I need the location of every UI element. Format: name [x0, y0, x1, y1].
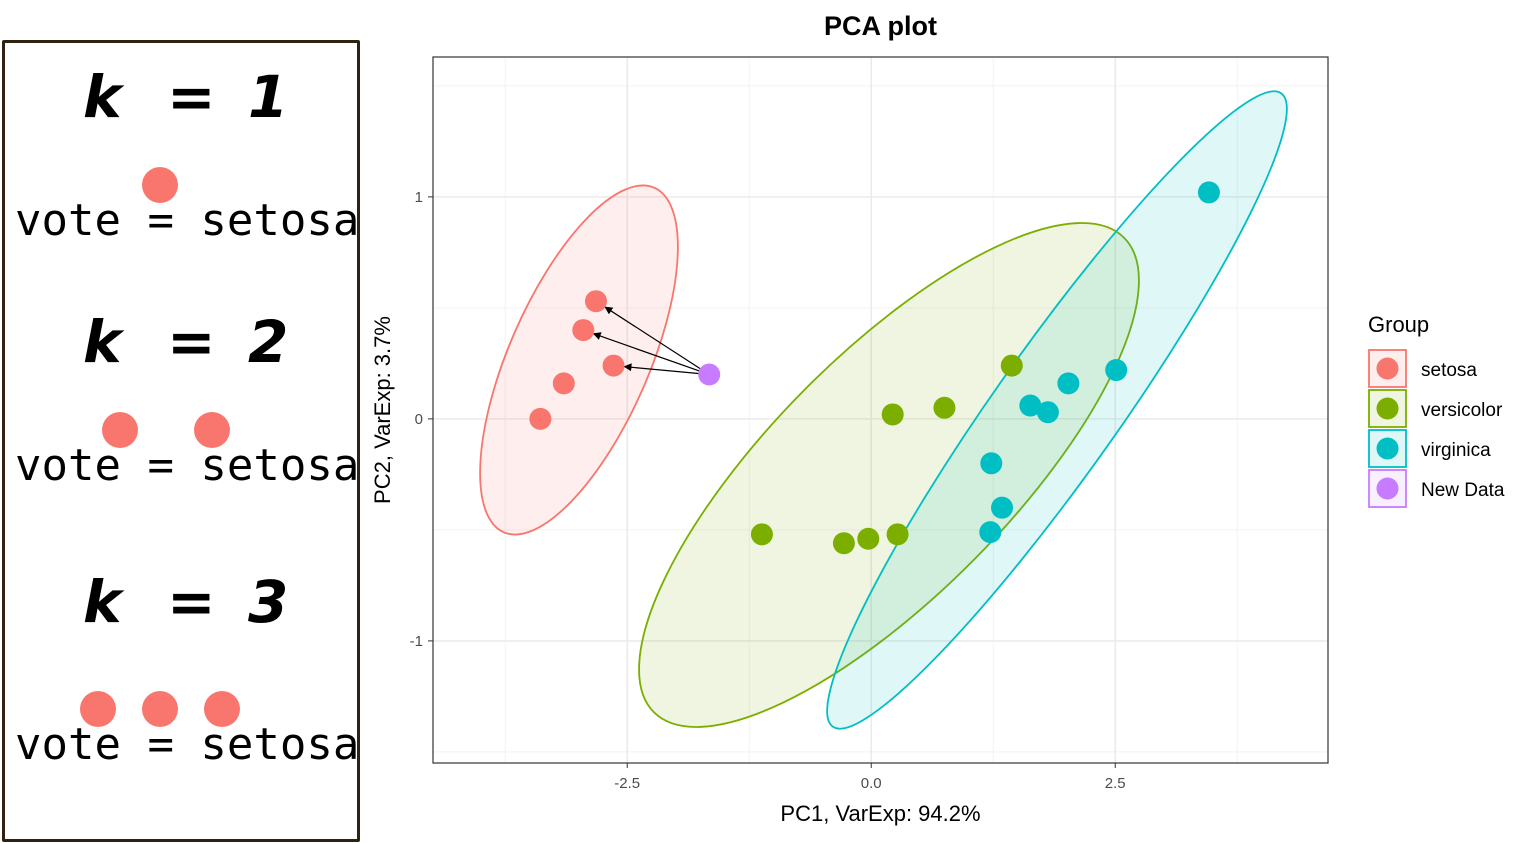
- legend-item-new-data: New Data: [1368, 469, 1505, 508]
- neighbor-vote-dot: [142, 167, 178, 203]
- point-setosa: [584, 290, 607, 313]
- plot-background: [433, 57, 1328, 763]
- x-tick-label: -2.5: [614, 775, 640, 792]
- vote-result: vote = setosa: [15, 719, 360, 770]
- k-k-value: 1: [248, 63, 289, 131]
- vote-result: vote = setosa: [15, 440, 360, 491]
- nearest-neighbor-arrow: [604, 306, 710, 375]
- point-virginica: [1105, 359, 1128, 382]
- legend-item-versicolor: versicolor: [1368, 389, 1503, 428]
- point-virginica: [980, 452, 1003, 475]
- legend-label: New Data: [1421, 480, 1505, 501]
- legend-label: versicolor: [1421, 400, 1503, 421]
- point-versicolor: [1000, 354, 1023, 377]
- point-virginica: [979, 521, 1002, 544]
- nearest-neighbor-arrow: [623, 363, 710, 376]
- point-virginica: [991, 496, 1014, 519]
- y-tick-label: 0: [415, 411, 423, 428]
- point-setosa: [572, 319, 595, 342]
- k-eq: =: [167, 63, 216, 131]
- vote-result: vote = setosa: [15, 195, 360, 246]
- legend-key-point: [1376, 437, 1399, 460]
- nearest-neighbor-arrow: [592, 332, 710, 376]
- k-k-value: 2: [248, 308, 289, 376]
- point-virginica: [1036, 401, 1059, 424]
- k-eq: =: [167, 308, 216, 376]
- neighbor-vote-dot: [80, 691, 116, 727]
- y-tick-label: 1: [415, 189, 423, 206]
- legend-key-point: [1376, 477, 1399, 500]
- k-k-label: k: [83, 568, 122, 636]
- point-setosa: [552, 372, 575, 395]
- k-eq: =: [167, 568, 216, 636]
- neighbor-vote-dot: [142, 691, 178, 727]
- neighbor-vote-dot: [102, 412, 138, 448]
- point-setosa: [529, 407, 552, 430]
- y-tick-label: -1: [410, 633, 423, 650]
- confidence-ellipse-setosa: [479, 184, 679, 536]
- neighbor-vote-dot: [194, 412, 230, 448]
- confidence-ellipse-versicolor: [638, 222, 1140, 728]
- knn-vote-panel: k = 1 vote = setosa k = 2 vote = setosa k = 3 vote …: [2, 40, 360, 842]
- k-k-value: 3: [248, 568, 289, 636]
- legend-key-point: [1376, 397, 1399, 420]
- k-k-label: k: [83, 308, 122, 376]
- legend-label: setosa: [1421, 360, 1477, 381]
- legend-item-virginica: virginica: [1368, 429, 1491, 468]
- point-versicolor: [881, 403, 904, 426]
- point-versicolor: [933, 396, 956, 419]
- point-versicolor: [886, 523, 909, 546]
- x-axis-label: PC1, VarExp: 94.2%: [780, 801, 980, 826]
- k-k-label: k: [83, 63, 122, 131]
- legend-key-point: [1376, 357, 1399, 380]
- point-versicolor: [857, 527, 880, 550]
- point-virginica: [1057, 372, 1080, 395]
- point-versicolor: [832, 532, 855, 555]
- point-versicolor: [750, 523, 773, 546]
- x-tick-label: 2.5: [1105, 775, 1126, 792]
- legend-title: Group: [1368, 312, 1429, 337]
- legend-label: virginica: [1421, 440, 1491, 461]
- legend-item-setosa: setosa: [1368, 349, 1477, 388]
- point-new-data: [698, 363, 721, 386]
- point-setosa: [602, 354, 625, 377]
- plot-border: [432, 56, 1329, 764]
- y-axis-label: PC2, VarExp: 3.7%: [370, 316, 395, 504]
- neighbor-vote-dot: [204, 691, 240, 727]
- point-virginica: [1019, 394, 1042, 417]
- x-tick-label: 0.0: [861, 775, 882, 792]
- chart-title: PCA plot: [824, 11, 937, 41]
- point-virginica: [1197, 181, 1220, 204]
